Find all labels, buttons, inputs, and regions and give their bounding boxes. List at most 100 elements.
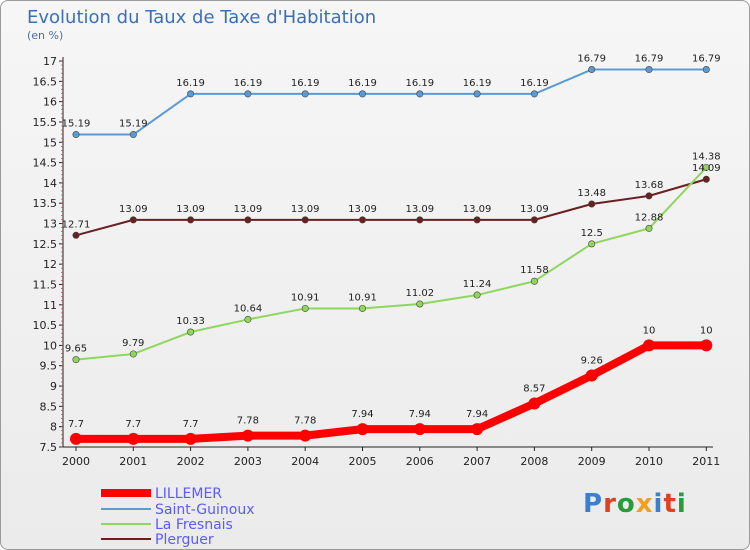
x-tick-label: 2004 [291,455,319,468]
data-point [241,429,254,442]
data-point [588,240,596,248]
data-point [702,163,710,171]
data-point [702,175,710,183]
y-tick-label: 11.5 [33,278,58,291]
data-point [129,216,137,224]
data-point [530,277,538,285]
y-tick-label: 12.5 [33,238,58,251]
data-label: 14.38 [692,151,721,162]
data-point [299,429,312,442]
data-point [356,423,369,436]
data-point [72,231,80,239]
data-label: 12.71 [62,219,91,230]
data-point [301,216,309,224]
y-tick-label: 8.5 [40,400,58,413]
data-point [184,432,197,445]
x-tick-label: 2011 [692,455,720,468]
x-tick-label: 2003 [234,455,262,468]
data-label: 16.19 [291,78,320,89]
data-point [588,66,596,74]
y-axis-unit-label: (en %) [27,29,64,42]
data-label: 16.79 [692,54,721,65]
x-tick-label: 2009 [578,455,606,468]
data-label: 11.02 [405,288,434,299]
data-point [645,66,653,74]
y-tick-label: 10.5 [33,319,58,332]
data-label: 12.5 [581,228,603,239]
data-point [358,216,366,224]
data-point [700,339,713,352]
data-label: 10.91 [291,292,320,303]
x-tick-label: 2008 [520,455,548,468]
y-tick-label: 17 [43,55,57,68]
data-point [416,300,424,308]
logo-letter: r [603,489,617,519]
data-point [588,200,596,208]
data-label: 9.79 [122,338,144,349]
data-point [129,350,137,358]
data-label: 13.09 [176,204,205,215]
data-point [645,192,653,200]
data-point [473,291,481,299]
y-tick-label: 8 [50,421,57,434]
data-point [530,90,538,98]
data-label: 15.19 [119,119,148,130]
data-label: 7.7 [183,419,199,430]
legend-label: LILLEMER [155,486,222,502]
data-point [416,90,424,98]
data-point [244,216,252,224]
data-label: 7.78 [237,416,259,427]
data-label: 10.33 [176,316,205,327]
y-tick-label: 16.5 [33,75,58,88]
data-point [473,90,481,98]
data-label: 13.09 [291,204,320,215]
y-tick-label: 9 [50,380,57,393]
logo-letter: x [635,489,654,519]
data-label: 16.79 [635,54,664,65]
data-label: 16.19 [520,78,549,89]
series-line-la-fresnais [75,166,708,361]
logo-letter: i [653,489,664,519]
y-tick-label: 9.5 [40,360,58,373]
data-label: 16.79 [577,54,606,65]
y-tick-label: 16 [43,96,57,109]
data-point [187,216,195,224]
legend-label: Plerguer [155,532,214,548]
y-tick-label: 13 [43,218,57,231]
data-point [301,304,309,312]
data-point [129,131,137,139]
data-label: 7.7 [125,419,141,430]
x-tick-label: 2001 [119,455,147,468]
data-point [72,131,80,139]
x-tick-label: 2010 [635,455,663,468]
x-tick-label: 2005 [349,455,377,468]
data-label: 13.48 [577,188,606,199]
data-point [416,216,424,224]
data-label: 10.91 [348,292,377,303]
data-label: 13.09 [119,204,148,215]
x-tick-label: 2000 [62,455,90,468]
series-line-plerguer [75,178,707,237]
data-point [471,423,484,436]
data-point [358,304,366,312]
logo-letter: i [676,489,687,519]
y-tick-label: 7.5 [40,441,58,454]
data-label: 13.09 [463,204,492,215]
data-point [585,369,598,382]
series-line-lillemer [76,341,707,443]
data-point [702,66,710,74]
x-tick-label: 2006 [406,455,434,468]
data-point [301,90,309,98]
data-label: 16.19 [176,78,205,89]
y-tick-label: 13.5 [33,197,58,210]
logo-letter: t [663,489,677,519]
data-label: 7.94 [351,409,373,420]
data-label: 13.09 [348,204,377,215]
data-point [70,432,82,445]
data-point [244,315,252,323]
data-label: 16.19 [348,78,377,89]
data-label: 7.94 [466,409,488,420]
x-tick-label: 2007 [463,455,491,468]
y-tick-label: 12 [43,258,57,271]
